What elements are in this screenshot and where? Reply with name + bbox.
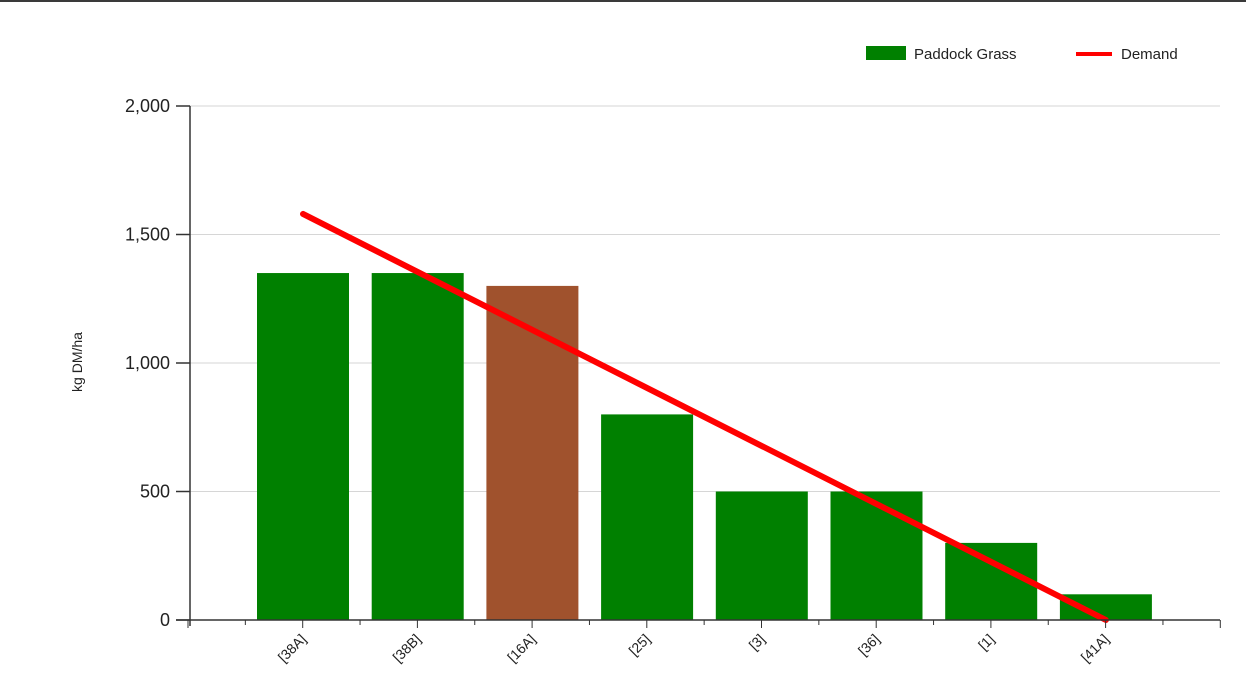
x-tick-label: [25] <box>625 631 653 659</box>
bar-38a <box>257 273 349 620</box>
demand-line <box>300 210 1109 623</box>
legend-paddock-grass-swatch <box>866 46 906 60</box>
x-tick-label: [1] <box>975 631 997 653</box>
x-tick-label: [16A] <box>504 631 538 665</box>
bar-16a <box>486 285 579 620</box>
bar-38b <box>371 273 464 620</box>
bars <box>257 273 1152 620</box>
bar-1 <box>945 542 1038 620</box>
legend-paddock-grass-label: Paddock Grass <box>914 46 1017 63</box>
gridlines <box>190 105 1220 492</box>
y-tick-label: 1,500 <box>125 225 170 245</box>
y-axis-ticks: 0 500 1,000 1,500 2,000 <box>125 96 190 630</box>
legend-demand-label: Demand <box>1121 46 1178 63</box>
y-tick-label: 500 <box>140 482 170 502</box>
bar-3 <box>715 491 808 620</box>
y-tick-label: 0 <box>160 610 170 630</box>
bar-41a <box>1059 594 1152 620</box>
x-tick-label: [41A] <box>1078 631 1112 665</box>
x-tick-label: [38A] <box>275 631 309 665</box>
axes <box>176 106 1220 626</box>
y-tick-label: 1,000 <box>125 353 170 373</box>
demand-line-layer <box>300 210 1109 623</box>
x-axis-ticks: [38A] [38B] [16A] [25] [3] [36] [1] [41A] <box>187 620 1221 665</box>
legend: Paddock Grass Demand <box>866 46 1178 63</box>
bar-36 <box>830 491 923 620</box>
y-axis-title: kg DM/ha <box>69 332 85 392</box>
bar-25 <box>601 414 694 620</box>
y-tick-label: 2,000 <box>125 96 170 116</box>
x-tick-label: [38B] <box>389 631 423 665</box>
x-tick-label: [3] <box>746 631 768 653</box>
x-tick-label: [36] <box>855 631 883 659</box>
